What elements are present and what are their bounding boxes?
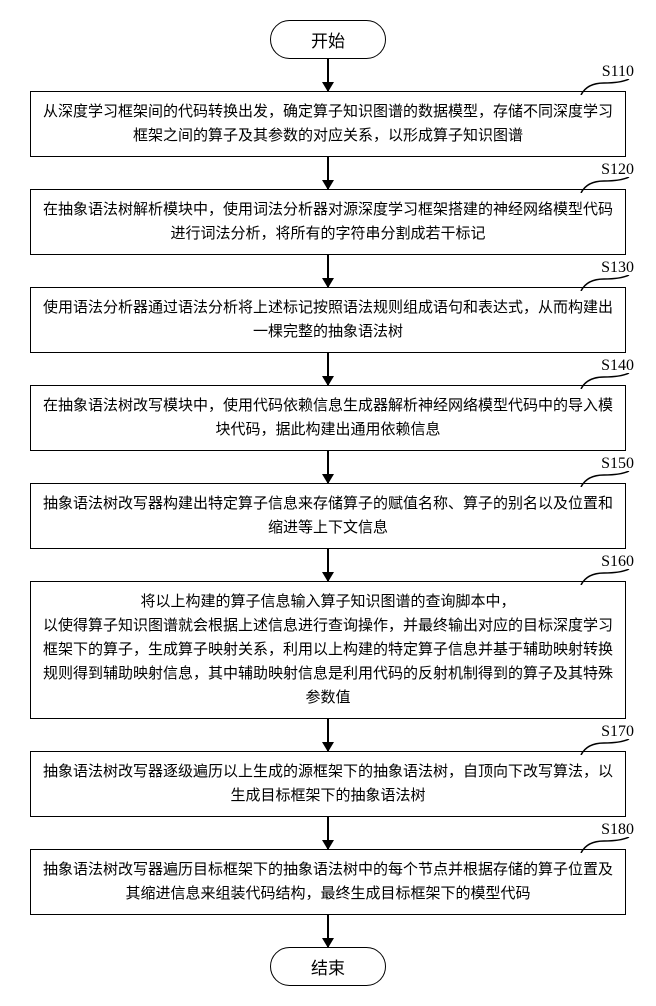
process-box-s170: 抽象语法树改写器逐级遍历以上生成的源框架下的抽象语法树，自顶向下改写算法，以生成… [30, 751, 626, 817]
step-row: 抽象语法树改写器遍历目标框架下的抽象语法树中的每个节点并根据存储的算子位置及其缩… [30, 849, 626, 915]
step-row: 使用语法分析器通过语法分析将上述标记按照语法规则组成语句和表达式，从而构建出一棵… [30, 287, 626, 353]
step-label-s130: S130 [564, 259, 634, 291]
flowchart-container: 开始 从深度学习框架间的代码转换出发，确定算子知识图谱的数据模型，存储不同深度学… [30, 20, 626, 986]
step-row: 抽象语法树改写器构建出特定算子信息来存储算子的赋值名称、算子的别名以及位置和缩进… [30, 483, 626, 549]
step-label-s180: S180 [564, 821, 634, 853]
leader-curve [579, 373, 634, 389]
step-row: 将以上构建的算子信息输入算子知识图谱的查询脚本中， 以使得算子知识图谱就会根据上… [30, 581, 626, 719]
leader-curve [579, 837, 634, 853]
arrow [327, 255, 329, 287]
process-box-s120: 在抽象语法树解析模块中，使用词法分析器对源深度学习框架搭建的神经网络模型代码进行… [30, 189, 626, 255]
leader-curve [579, 569, 634, 585]
process-box-s140: 在抽象语法树改写模块中，使用代码依赖信息生成器解析神经网络模型代码中的导入模块代… [30, 385, 626, 451]
process-box-s110: 从深度学习框架间的代码转换出发，确定算子知识图谱的数据模型，存储不同深度学习框架… [30, 91, 626, 157]
process-box-s180: 抽象语法树改写器遍历目标框架下的抽象语法树中的每个节点并根据存储的算子位置及其缩… [30, 849, 626, 915]
arrow [327, 59, 329, 91]
step-label-s120: S120 [564, 161, 634, 193]
step-row: 从深度学习框架间的代码转换出发，确定算子知识图谱的数据模型，存储不同深度学习框架… [30, 91, 626, 157]
process-box-s130: 使用语法分析器通过语法分析将上述标记按照语法规则组成语句和表达式，从而构建出一棵… [30, 287, 626, 353]
step-label-s110: S110 [564, 63, 634, 95]
step-label-s140: S140 [564, 357, 634, 389]
step-label-s170: S170 [564, 723, 634, 755]
arrow [327, 157, 329, 189]
end-terminal: 结束 [270, 947, 386, 986]
leader-curve [579, 275, 634, 291]
process-box-s160: 将以上构建的算子信息输入算子知识图谱的查询脚本中， 以使得算子知识图谱就会根据上… [30, 581, 626, 719]
leader-curve [579, 177, 634, 193]
step-label-s160: S160 [564, 553, 634, 585]
arrow [327, 549, 329, 581]
arrow [327, 719, 329, 751]
leader-curve [579, 79, 634, 95]
step-row: 在抽象语法树改写模块中，使用代码依赖信息生成器解析神经网络模型代码中的导入模块代… [30, 385, 626, 451]
step-row: 抽象语法树改写器逐级遍历以上生成的源框架下的抽象语法树，自顶向下改写算法，以生成… [30, 751, 626, 817]
process-box-s150: 抽象语法树改写器构建出特定算子信息来存储算子的赋值名称、算子的别名以及位置和缩进… [30, 483, 626, 549]
arrow [327, 353, 329, 385]
leader-curve [579, 739, 634, 755]
step-row: 在抽象语法树解析模块中，使用词法分析器对源深度学习框架搭建的神经网络模型代码进行… [30, 189, 626, 255]
arrow [327, 915, 329, 947]
start-terminal: 开始 [270, 20, 386, 59]
arrow [327, 451, 329, 483]
step-label-s150: S150 [564, 455, 634, 487]
arrow [327, 817, 329, 849]
leader-curve [579, 471, 634, 487]
